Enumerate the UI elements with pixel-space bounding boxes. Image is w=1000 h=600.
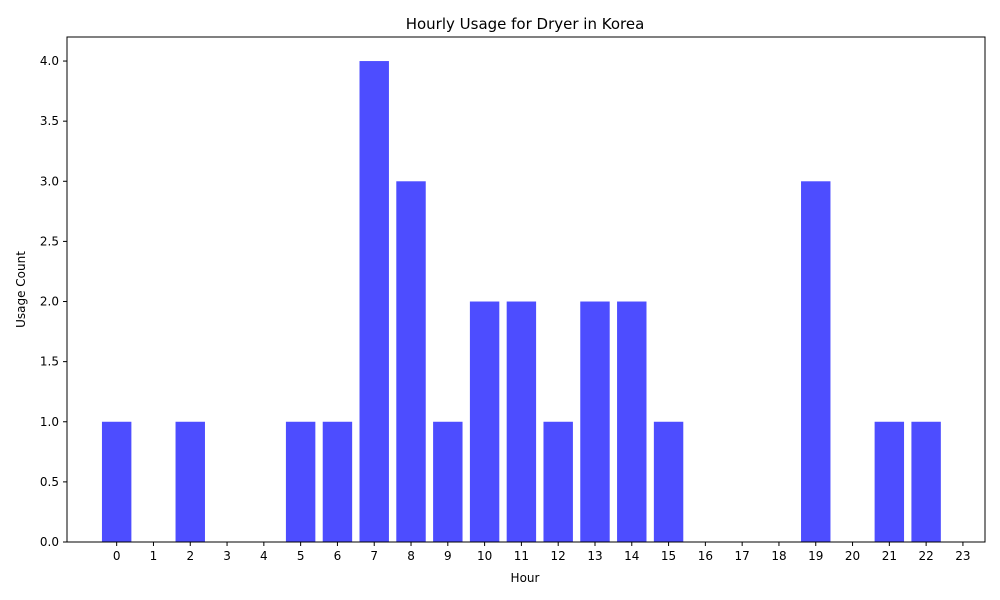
bar-hour-8 [396, 181, 426, 543]
y-tick-label: 3.5 [40, 114, 59, 128]
bar-hour-7 [359, 61, 389, 543]
bar-hour-19 [801, 181, 831, 543]
y-axis-ticks: 0.0 0.5 1.0 1.5 2.0 2.5 3.0 3.5 4.0 [40, 54, 67, 549]
x-tick-label: 6 [334, 549, 342, 563]
x-tick-label: 1 [150, 549, 158, 563]
plot-frame [66, 36, 986, 543]
y-tick-label: 0.5 [40, 475, 59, 489]
bar-hour-9 [433, 421, 463, 542]
x-tick-label: 18 [771, 549, 786, 563]
x-tick-label: 13 [587, 549, 602, 563]
y-tick-label: 4.0 [40, 54, 59, 68]
x-tick-label: 9 [444, 549, 452, 563]
x-tick-label: 8 [407, 549, 415, 563]
x-tick-label: 10 [477, 549, 492, 563]
bar-hour-11 [506, 301, 537, 542]
bar-hour-21 [874, 421, 905, 542]
x-tick-label: 15 [661, 549, 676, 563]
bar-hour-2 [175, 421, 205, 542]
y-tick-label: 0.0 [40, 535, 59, 549]
y-tick-label: 2.5 [40, 234, 59, 248]
bar-hour-5 [285, 421, 316, 542]
y-tick-label: 1.5 [40, 355, 59, 369]
y-tick-label: 1.0 [40, 415, 59, 429]
y-tick-label: 2.0 [40, 295, 59, 309]
x-tick-label: 2 [186, 549, 194, 563]
x-tick-label: 14 [624, 549, 639, 563]
x-tick-label: 16 [698, 549, 713, 563]
x-tick-label: 5 [297, 549, 305, 563]
x-tick-label: 23 [955, 549, 970, 563]
x-axis-ticks: 0 1 2 3 4 5 6 7 8 9 10 11 12 13 14 15 16 17 18 19 20 21 22 23 [113, 542, 971, 563]
bar-hour-0 [101, 421, 132, 542]
x-tick-label: 19 [808, 549, 823, 563]
x-axis-title: Hour [511, 571, 540, 585]
bar-hour-12 [543, 421, 573, 542]
bar-hour-14 [617, 301, 647, 542]
bar-hour-15 [653, 421, 684, 542]
bars-group [101, 61, 941, 543]
x-tick-label: 17 [735, 549, 750, 563]
bar-hour-6 [322, 421, 353, 542]
x-tick-label: 11 [514, 549, 529, 563]
x-tick-label: 12 [551, 549, 566, 563]
bar-hour-13 [580, 301, 610, 542]
bar-hour-22 [911, 421, 941, 542]
bar-hour-10 [469, 301, 500, 542]
x-tick-label: 22 [918, 549, 933, 563]
y-tick-label: 3.0 [40, 174, 59, 188]
x-tick-label: 20 [845, 549, 860, 563]
y-axis-title: Usage Count [14, 251, 28, 328]
x-tick-label: 7 [370, 549, 378, 563]
chart-title: Hourly Usage for Dryer in Korea [406, 15, 645, 33]
x-tick-label: 4 [260, 549, 268, 563]
x-tick-label: 3 [223, 549, 231, 563]
x-tick-label: 21 [882, 549, 897, 563]
x-tick-label: 0 [113, 549, 121, 563]
